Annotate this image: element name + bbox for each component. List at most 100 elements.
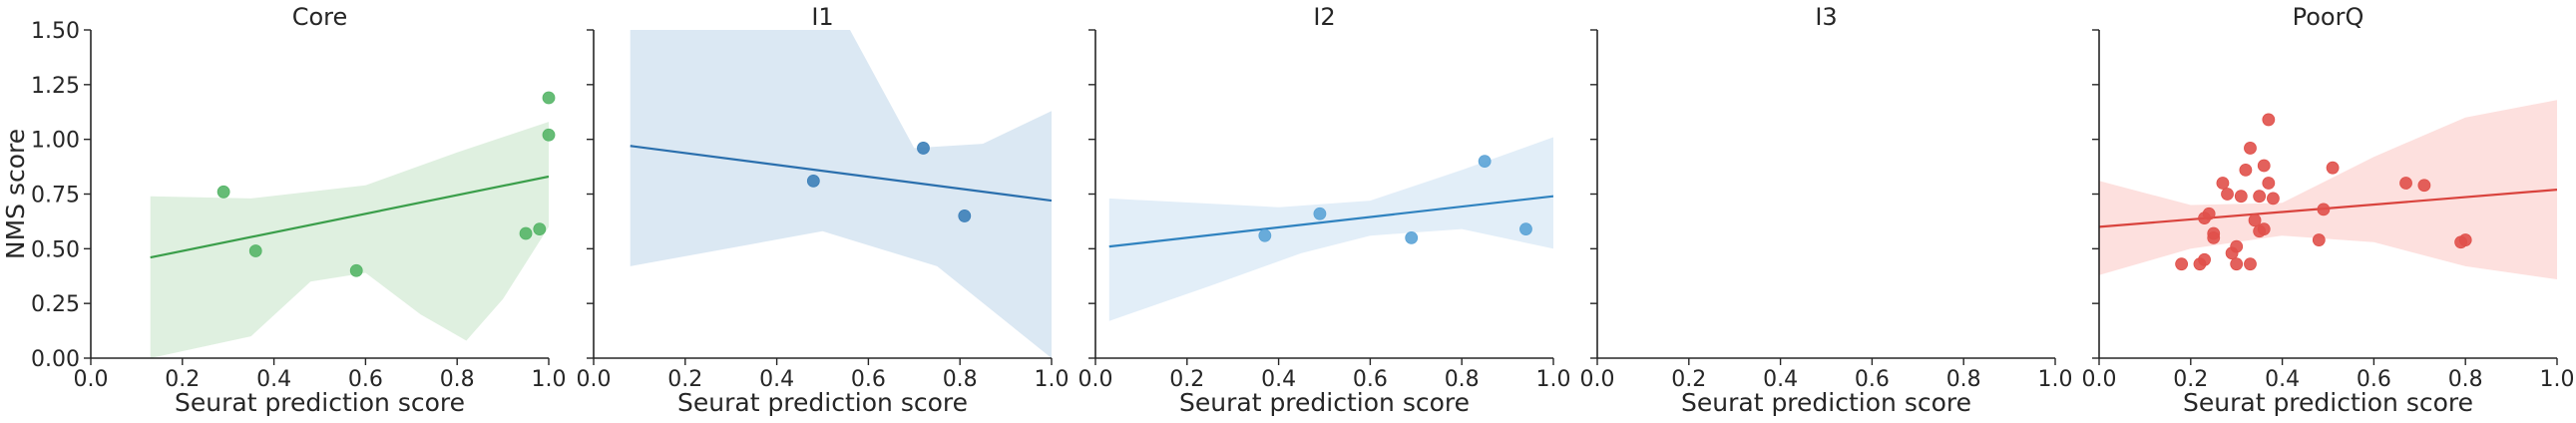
y-tick-label: 0.75 xyxy=(31,184,80,209)
regression-line xyxy=(150,175,549,259)
data-point xyxy=(2399,177,2412,190)
x-tick-label: 0.8 xyxy=(440,367,475,392)
panel-title: I3 xyxy=(1815,3,1837,31)
x-tick-label: 1.0 xyxy=(2038,367,2073,392)
panel-i1: 0.0 0.2 0.4 0.6 0.8 1.0 I1 Seurat prediction sc… xyxy=(577,3,1070,417)
data-point xyxy=(2230,239,2244,253)
data-point xyxy=(2239,163,2253,177)
data-point xyxy=(542,91,556,105)
x-axis-label: Seurat prediction score xyxy=(677,388,968,417)
x-tick-label: 0.0 xyxy=(1078,367,1113,392)
x-axis-label: Seurat prediction score xyxy=(175,388,465,417)
data-point xyxy=(2262,177,2276,190)
data-point xyxy=(1405,230,1419,244)
x-tick-label: 0.0 xyxy=(577,367,612,392)
data-point xyxy=(248,244,262,257)
x-tick-label: 1.0 xyxy=(1035,367,1070,392)
panel-title: Core xyxy=(292,3,348,31)
x-tick-label: 0.4 xyxy=(2265,367,2300,392)
data-point xyxy=(917,142,930,155)
x-tick-label: 0.4 xyxy=(1261,367,1296,392)
data-point xyxy=(2221,188,2234,201)
panel-i2: 0.0 0.2 0.4 0.6 0.8 1.0 I2 Seurat prediction sc… xyxy=(1078,3,1571,417)
data-point xyxy=(1313,207,1327,220)
panel-poorq: 0.0 0.2 0.4 0.6 0.8 1.0 PoorQ Seurat prediction… xyxy=(2082,3,2575,417)
data-point xyxy=(533,222,547,235)
data-point xyxy=(1478,155,1492,169)
data-point xyxy=(2257,159,2271,173)
data-point xyxy=(2317,203,2331,216)
x-tick-label: 0.0 xyxy=(1580,367,1615,392)
data-point xyxy=(2234,190,2248,204)
x-axis-label: Seurat prediction score xyxy=(1681,388,1971,417)
panel-core: 0.0 0.2 0.4 0.6 0.8 1.0 0.00 0.25 0.50 0.75 1.00 1.… xyxy=(1,3,567,417)
y-axis-label: NMS score xyxy=(1,129,30,259)
panel-title: I2 xyxy=(1313,3,1335,31)
regression-line xyxy=(1108,195,1553,248)
y-tick-label: 1.00 xyxy=(31,129,80,154)
panel-title: PoorQ xyxy=(2293,3,2364,31)
x-tick-label: 0.8 xyxy=(1946,367,1981,392)
data-point xyxy=(2257,222,2271,235)
confidence-band xyxy=(1108,137,1553,321)
y-tick-label: 1.25 xyxy=(31,74,80,99)
x-tick-label: 0.4 xyxy=(759,367,794,392)
data-point xyxy=(2458,233,2472,246)
data-point xyxy=(2253,190,2267,204)
panel-i3: 0.0 0.2 0.4 0.6 0.8 1.0 I3 Seurat prediction sc… xyxy=(1580,3,2073,417)
data-point xyxy=(2267,192,2280,206)
data-point xyxy=(519,226,533,240)
data-point xyxy=(2312,233,2326,246)
x-tick-label: 0.8 xyxy=(2448,367,2483,392)
x-axis-label: Seurat prediction score xyxy=(1179,388,1470,417)
y-tick-label: 0.25 xyxy=(31,292,80,317)
x-tick-label: 0.2 xyxy=(165,367,200,392)
data-point xyxy=(2417,179,2431,193)
x-tick-label: 0.6 xyxy=(348,367,383,392)
x-tick-label: 0.0 xyxy=(2082,367,2117,392)
x-axis-label: Seurat prediction score xyxy=(2183,388,2473,417)
x-tick-label: 0.6 xyxy=(851,367,886,392)
confidence-band xyxy=(630,30,1052,358)
data-point xyxy=(2198,252,2211,266)
data-point xyxy=(216,185,230,199)
data-point xyxy=(2248,213,2262,227)
x-tick-label: 0.2 xyxy=(2173,367,2208,392)
y-tick-label: 0.00 xyxy=(31,347,80,372)
data-point xyxy=(2230,257,2244,271)
y-tick-label: 1.50 xyxy=(31,19,80,44)
data-point xyxy=(349,263,363,277)
regression-line xyxy=(630,145,1052,203)
x-tick-label: 0.2 xyxy=(667,367,702,392)
data-point xyxy=(2262,113,2276,127)
x-tick-label: 0.0 xyxy=(74,367,109,392)
x-tick-label: 0.4 xyxy=(256,367,291,392)
x-tick-label: 1.0 xyxy=(2540,367,2575,392)
x-tick-label: 0.6 xyxy=(2357,367,2391,392)
x-tick-label: 0.2 xyxy=(1671,367,1706,392)
confidence-band xyxy=(2099,100,2557,279)
x-tick-label: 0.8 xyxy=(943,367,978,392)
data-point xyxy=(2207,226,2221,240)
x-tick-label: 0.2 xyxy=(1169,367,1204,392)
x-tick-label: 0.6 xyxy=(1855,367,1890,392)
data-point xyxy=(2202,207,2216,220)
data-point xyxy=(2175,257,2189,271)
data-point xyxy=(1519,222,1532,235)
data-point xyxy=(806,174,820,188)
data-point xyxy=(2326,161,2340,175)
data-point xyxy=(2244,257,2257,271)
data-point xyxy=(2216,177,2230,190)
x-tick-label: 0.8 xyxy=(1445,367,1480,392)
data-point xyxy=(2244,142,2257,155)
x-tick-label: 1.0 xyxy=(532,367,567,392)
data-point xyxy=(1258,228,1272,242)
y-tick-label: 0.50 xyxy=(31,237,80,262)
data-point xyxy=(958,210,972,222)
panel-title: I1 xyxy=(811,3,833,31)
x-tick-label: 0.6 xyxy=(1353,367,1388,392)
x-tick-label: 0.4 xyxy=(1763,367,1798,392)
x-tick-label: 1.0 xyxy=(1536,367,1571,392)
confidence-band xyxy=(150,122,549,358)
